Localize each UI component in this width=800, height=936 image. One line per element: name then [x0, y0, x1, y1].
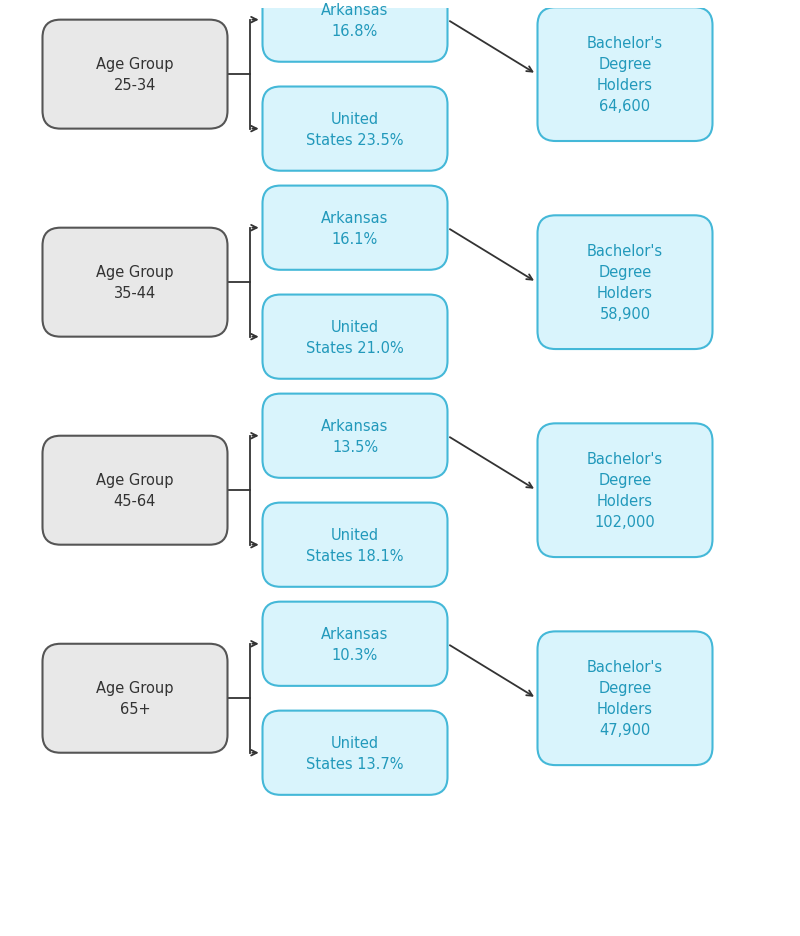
FancyBboxPatch shape	[262, 186, 447, 271]
Text: United
States 23.5%: United States 23.5%	[306, 111, 404, 148]
Text: Bachelor's
Degree
Holders
102,000: Bachelor's Degree Holders 102,000	[587, 452, 663, 530]
Text: Age Group
65+: Age Group 65+	[96, 680, 174, 716]
Text: Bachelor's
Degree
Holders
58,900: Bachelor's Degree Holders 58,900	[587, 244, 663, 322]
Text: United
States 13.7%: United States 13.7%	[306, 735, 404, 771]
FancyBboxPatch shape	[262, 394, 447, 478]
FancyBboxPatch shape	[262, 503, 447, 587]
FancyBboxPatch shape	[262, 295, 447, 379]
Text: Bachelor's
Degree
Holders
47,900: Bachelor's Degree Holders 47,900	[587, 660, 663, 738]
Text: Arkansas
10.3%: Arkansas 10.3%	[322, 626, 389, 662]
Text: Arkansas
16.1%: Arkansas 16.1%	[322, 211, 389, 246]
Text: Arkansas
16.8%: Arkansas 16.8%	[322, 3, 389, 38]
FancyBboxPatch shape	[42, 436, 227, 545]
FancyBboxPatch shape	[538, 216, 713, 350]
Text: United
States 21.0%: United States 21.0%	[306, 319, 404, 356]
Text: Arkansas
13.5%: Arkansas 13.5%	[322, 418, 389, 454]
FancyBboxPatch shape	[262, 0, 447, 63]
FancyBboxPatch shape	[538, 8, 713, 142]
Text: Age Group
45-64: Age Group 45-64	[96, 473, 174, 508]
FancyBboxPatch shape	[262, 602, 447, 686]
FancyBboxPatch shape	[538, 632, 713, 766]
Text: Age Group
35-44: Age Group 35-44	[96, 265, 174, 300]
Text: Bachelor's
Degree
Holders
64,600: Bachelor's Degree Holders 64,600	[587, 37, 663, 114]
Text: United
States 18.1%: United States 18.1%	[306, 527, 404, 563]
FancyBboxPatch shape	[42, 644, 227, 753]
FancyBboxPatch shape	[538, 424, 713, 558]
FancyBboxPatch shape	[42, 228, 227, 337]
Text: Age Group
25-34: Age Group 25-34	[96, 57, 174, 93]
FancyBboxPatch shape	[262, 87, 447, 171]
FancyBboxPatch shape	[42, 21, 227, 129]
FancyBboxPatch shape	[262, 710, 447, 795]
